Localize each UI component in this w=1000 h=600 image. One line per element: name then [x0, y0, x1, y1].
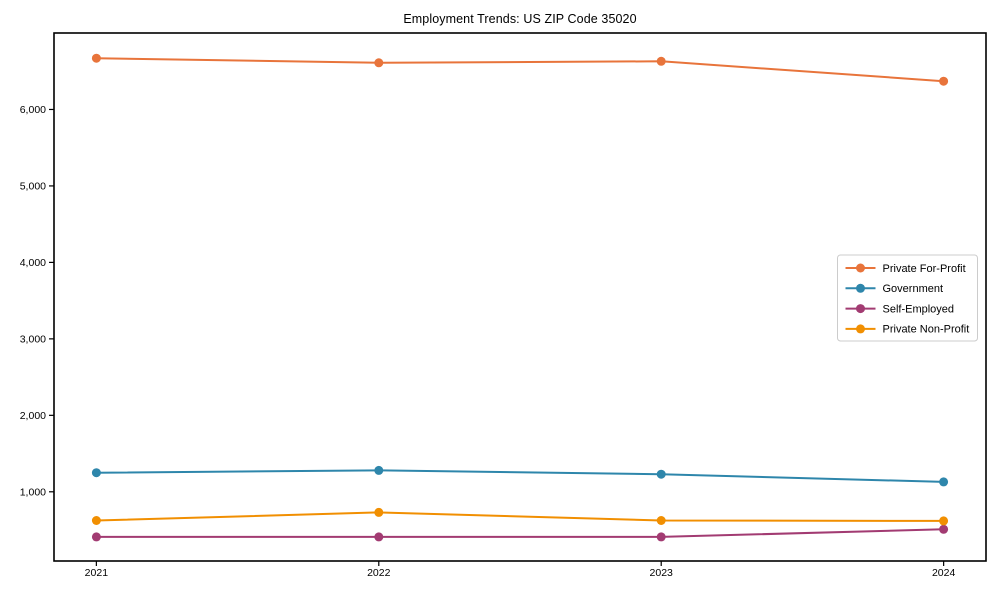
data-point [939, 524, 949, 534]
legend-sample-marker [856, 304, 865, 314]
data-point [656, 516, 666, 525]
data-point [374, 507, 384, 517]
y-tick-label: 4,000 [20, 257, 46, 269]
legend-label: Government [883, 283, 944, 295]
series-line-2 [95, 528, 945, 538]
x-tick-label: 2021 [85, 567, 109, 579]
series-line-0 [95, 57, 945, 83]
data-point [91, 516, 101, 525]
data-point [91, 468, 101, 478]
x-tick-label: 2024 [932, 567, 956, 579]
data-point [374, 465, 384, 475]
y-tick-label: 2,000 [20, 410, 46, 422]
legend-sample-marker [856, 263, 865, 273]
data-point [656, 56, 666, 66]
legend-label: Private Non-Profit [883, 324, 970, 336]
legend: Private For-Profit Government Self-Employe… [837, 254, 978, 342]
legend-sample-marker [856, 283, 865, 293]
y-tick-label: 1,000 [20, 486, 46, 498]
data-point [91, 532, 101, 542]
series-line-1 [95, 469, 945, 483]
data-point [91, 53, 101, 63]
legend-sample-marker [856, 324, 865, 334]
chart-title: Employment Trends: US ZIP Code 35020 [403, 12, 637, 26]
x-tick-label: 2022 [367, 567, 391, 579]
data-point [374, 532, 384, 542]
data-point [939, 477, 949, 487]
y-tick-label: 5,000 [20, 181, 46, 193]
data-point [939, 76, 949, 86]
series-line-3 [95, 511, 945, 522]
x-tick-label: 2023 [650, 567, 674, 579]
plot-border [53, 32, 987, 562]
legend-box [837, 254, 978, 342]
y-tick-label: 3,000 [20, 333, 46, 345]
data-point [656, 532, 666, 542]
data-point [939, 516, 949, 526]
legend-label: Private For-Profit [883, 263, 966, 275]
legend-label: Self-Employed [883, 303, 955, 315]
data-point [656, 469, 666, 479]
data-point [374, 58, 384, 68]
y-tick-label: 6,000 [20, 104, 46, 116]
